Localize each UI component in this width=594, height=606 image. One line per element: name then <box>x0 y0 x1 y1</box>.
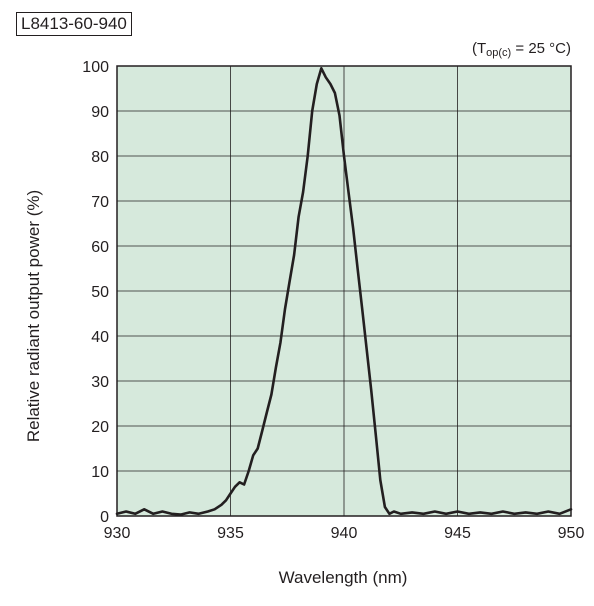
x-tick-label: 950 <box>558 525 585 542</box>
y-tick-label: 80 <box>91 149 109 166</box>
y-tick-label: 70 <box>91 194 109 211</box>
condition-subscript: op(c) <box>486 47 512 59</box>
x-tick-label: 945 <box>444 525 471 542</box>
y-tick-label: 10 <box>91 464 109 481</box>
y-tick-label: 50 <box>91 284 109 301</box>
x-axis-label: Wavelength (nm) <box>278 568 408 587</box>
y-tick-label: 40 <box>91 329 109 346</box>
condition-label: (Top(c) = 25 °C) <box>472 40 571 59</box>
x-tick-label: 940 <box>331 525 358 542</box>
y-tick-label: 100 <box>82 59 109 76</box>
model-label: L8413-60-940 <box>16 12 132 36</box>
y-axis-label: Relative radiant output power (%) <box>24 189 43 443</box>
y-tick-label: 0 <box>100 509 109 526</box>
y-tick-label: 20 <box>91 419 109 436</box>
plot-frame <box>116 65 572 517</box>
condition-suffix: = 25 °C) <box>511 40 571 57</box>
series-line-0 <box>115 67 573 516</box>
x-tick-label: 935 <box>217 525 244 542</box>
condition-prefix: (T <box>471 40 487 57</box>
y-tick-label: 60 <box>91 239 109 256</box>
x-tick-label: 930 <box>104 525 131 542</box>
y-tick-label: 30 <box>91 374 109 391</box>
y-tick-label: 90 <box>91 104 109 121</box>
